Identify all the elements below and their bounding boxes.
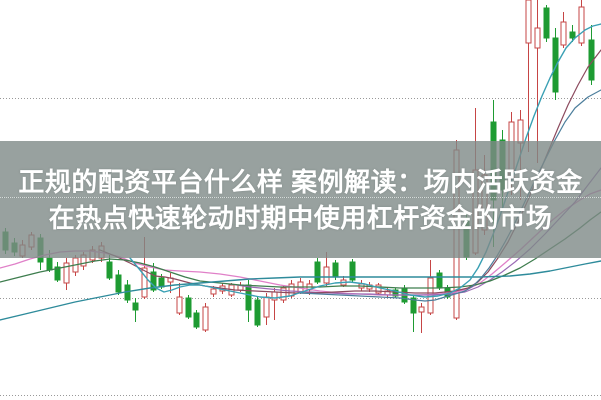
candle	[115, 270, 122, 295]
headline-line-1: 正规的配资平台什么样 案例解读：场内活跃资金	[18, 166, 583, 197]
candle	[193, 310, 200, 329]
candle	[202, 303, 209, 332]
gridline-through-banner	[0, 197, 601, 198]
headline-line-2: 在热点快速轮动时期中使用杠杆资金的市场	[48, 202, 553, 233]
ma-teal-slow	[0, 260, 601, 321]
candle	[349, 259, 356, 282]
candle	[254, 297, 261, 327]
candle	[552, 28, 559, 100]
candle	[543, 5, 550, 42]
candle	[54, 262, 61, 282]
candle	[375, 283, 382, 295]
candle	[185, 295, 192, 319]
candle	[418, 303, 425, 333]
candle	[392, 288, 399, 298]
candle	[280, 285, 287, 303]
candle	[525, 0, 532, 152]
candle	[436, 270, 443, 290]
headline-banner: 正规的配资平台什么样 案例解读：场内活跃资金 在热点快速轮动时期中使用杠杆资金的…	[0, 141, 601, 258]
candle	[578, 0, 585, 46]
candle	[569, 25, 576, 42]
candle	[560, 12, 567, 48]
candle	[534, 0, 541, 163]
candle	[314, 258, 321, 284]
candle	[410, 295, 417, 332]
candle	[132, 298, 139, 322]
ma-teal-fast	[129, 23, 601, 299]
candle	[588, 25, 595, 85]
ma-green	[0, 211, 601, 289]
candle	[271, 288, 278, 320]
candle	[63, 258, 70, 290]
candle	[176, 283, 183, 315]
